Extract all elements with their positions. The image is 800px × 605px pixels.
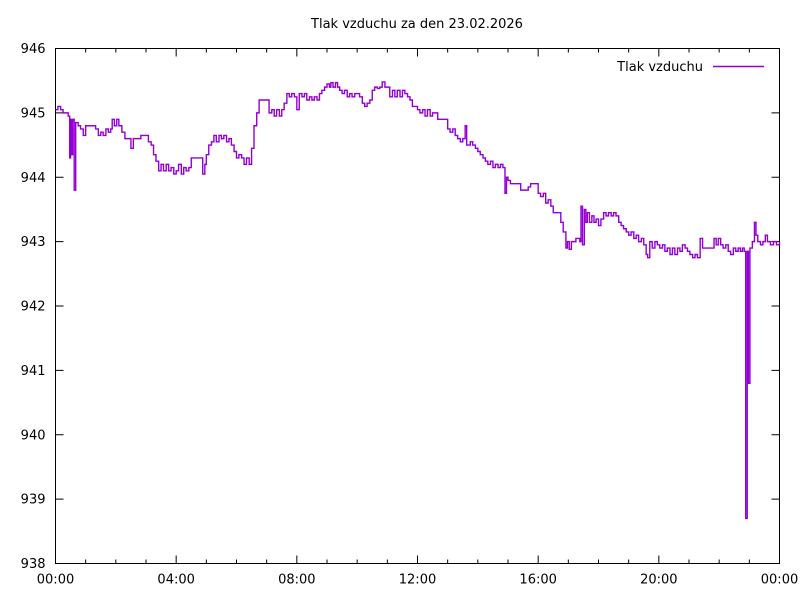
- plot-border: [55, 48, 780, 564]
- y-axis-tick-label: 944: [21, 171, 46, 186]
- legend-label: Tlak vzduchu: [616, 60, 703, 75]
- y-axis-tick-label: 946: [21, 42, 46, 57]
- x-axis-tick-label: 08:00: [278, 573, 315, 588]
- x-axis-tick-label: 04:00: [157, 573, 194, 588]
- series: [55, 81, 781, 520]
- y-axis-tick-label: 943: [21, 235, 46, 250]
- x-axis-tick-label: 00:00: [761, 573, 798, 588]
- y-axis-tick-label: 938: [21, 557, 46, 572]
- y-axis-tick-label: 939: [21, 493, 46, 508]
- x-axis-tick-label: 12:00: [399, 573, 436, 588]
- y-axis-tick-label: 940: [21, 428, 46, 443]
- axes: 938 939 940 941 942 943 944 945 946 00:00 04:00 08:…: [21, 42, 799, 588]
- y-axis-tick-label: 941: [21, 364, 46, 379]
- x-axis-tick-label: 16:00: [519, 573, 556, 588]
- pressure-line: [55, 81, 781, 520]
- y-axis-tick-label: 942: [21, 300, 46, 315]
- x-axis-tick-label: 00:00: [37, 573, 74, 588]
- y-axis-tick-label: 945: [21, 106, 46, 121]
- chart-title: Tlak vzduchu za den 23.02.2026: [310, 17, 523, 32]
- x-axis-tick-label: 20:00: [640, 573, 677, 588]
- legend: Tlak vzduchu: [616, 60, 764, 75]
